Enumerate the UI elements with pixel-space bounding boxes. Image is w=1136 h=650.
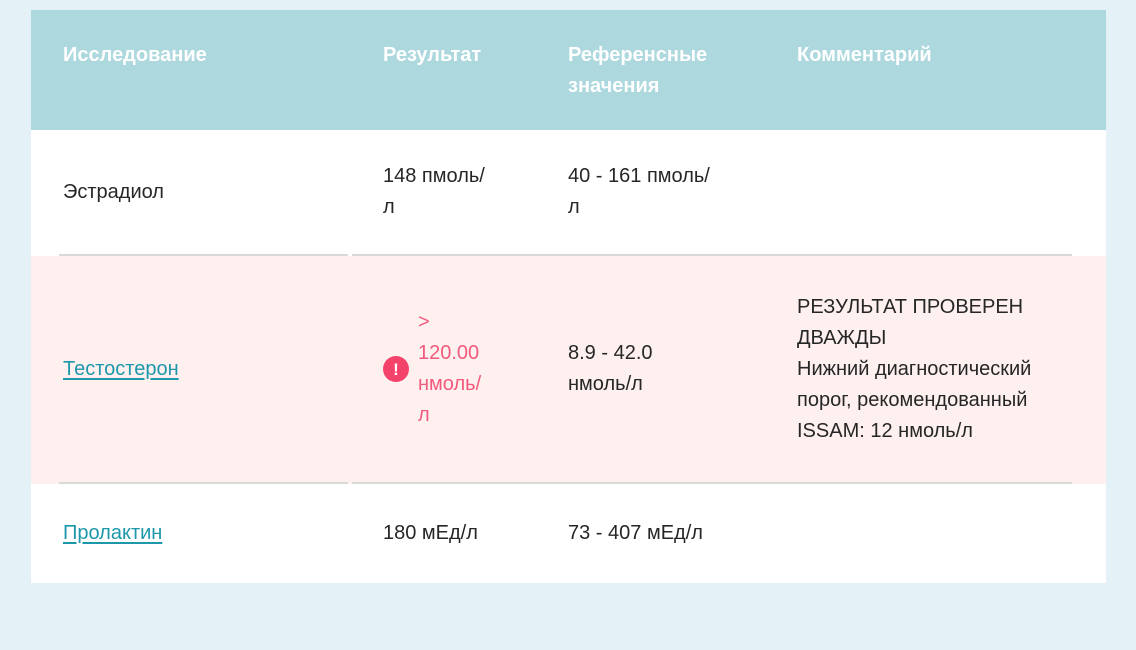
comment-line: РЕЗУЛЬТАТ ПРОВЕРЕН ДВАЖДЫ [797, 295, 1024, 349]
header-cell-comment: Комментарий [797, 44, 932, 66]
study-link[interactable]: Пролактин [63, 522, 163, 544]
comment-cell [766, 484, 1072, 583]
study-cell: Тестостерон [59, 256, 348, 484]
reference-value: 73 - 407 мЕд/л [568, 522, 703, 544]
header-cell-result: Результат [383, 44, 482, 66]
lab-results-table: Исследование Результат Референсные значе… [31, 10, 1106, 583]
result-cell: ! > 120.00 нмоль/л [352, 256, 537, 482]
result-value: 180 мЕд/л [383, 522, 478, 544]
reference-cell: 8.9 - 42.0 нмоль/л [537, 256, 766, 482]
table-row: Пролактин 180 мЕд/л 73 - 407 мЕд/л [31, 484, 1106, 583]
reference-cell: 73 - 407 мЕд/л [537, 484, 766, 583]
alert-exclamation-icon: ! [383, 356, 409, 382]
table-row: Тестостерон ! > 120.00 нмоль/л 8.9 - 42.… [31, 256, 1106, 484]
result-value: 148 пмоль/л [383, 165, 485, 218]
result-cell: 148 пмоль/л [352, 130, 537, 254]
table-row: Эстрадиол 148 пмоль/л 40 - 161 пмоль/л [31, 130, 1106, 256]
comment-cell [766, 130, 1072, 254]
header-cell-study: Исследование [63, 44, 207, 66]
header-cell-reference: Референсные значения [568, 44, 708, 97]
result-value: > 120.00 нмоль/л [418, 311, 482, 426]
reference-value: 8.9 - 42.0 нмоль/л [568, 342, 653, 395]
study-link[interactable]: Тестостерон [63, 357, 179, 380]
study-cell: Пролактин [59, 484, 348, 583]
table-header-row: Исследование Результат Референсные значе… [31, 10, 1106, 130]
study-name: Эстрадиол [63, 180, 164, 203]
reference-value: 40 - 161 пмоль/л [568, 165, 710, 218]
comment-line: Нижний диагностический порог, рекомендов… [797, 357, 1032, 442]
result-cell: 180 мЕд/л [352, 484, 537, 583]
comment-cell: РЕЗУЛЬТАТ ПРОВЕРЕН ДВАЖДЫ Нижний диагнос… [766, 256, 1072, 482]
study-cell: Эстрадиол [59, 130, 348, 256]
reference-cell: 40 - 161 пмоль/л [537, 130, 766, 254]
